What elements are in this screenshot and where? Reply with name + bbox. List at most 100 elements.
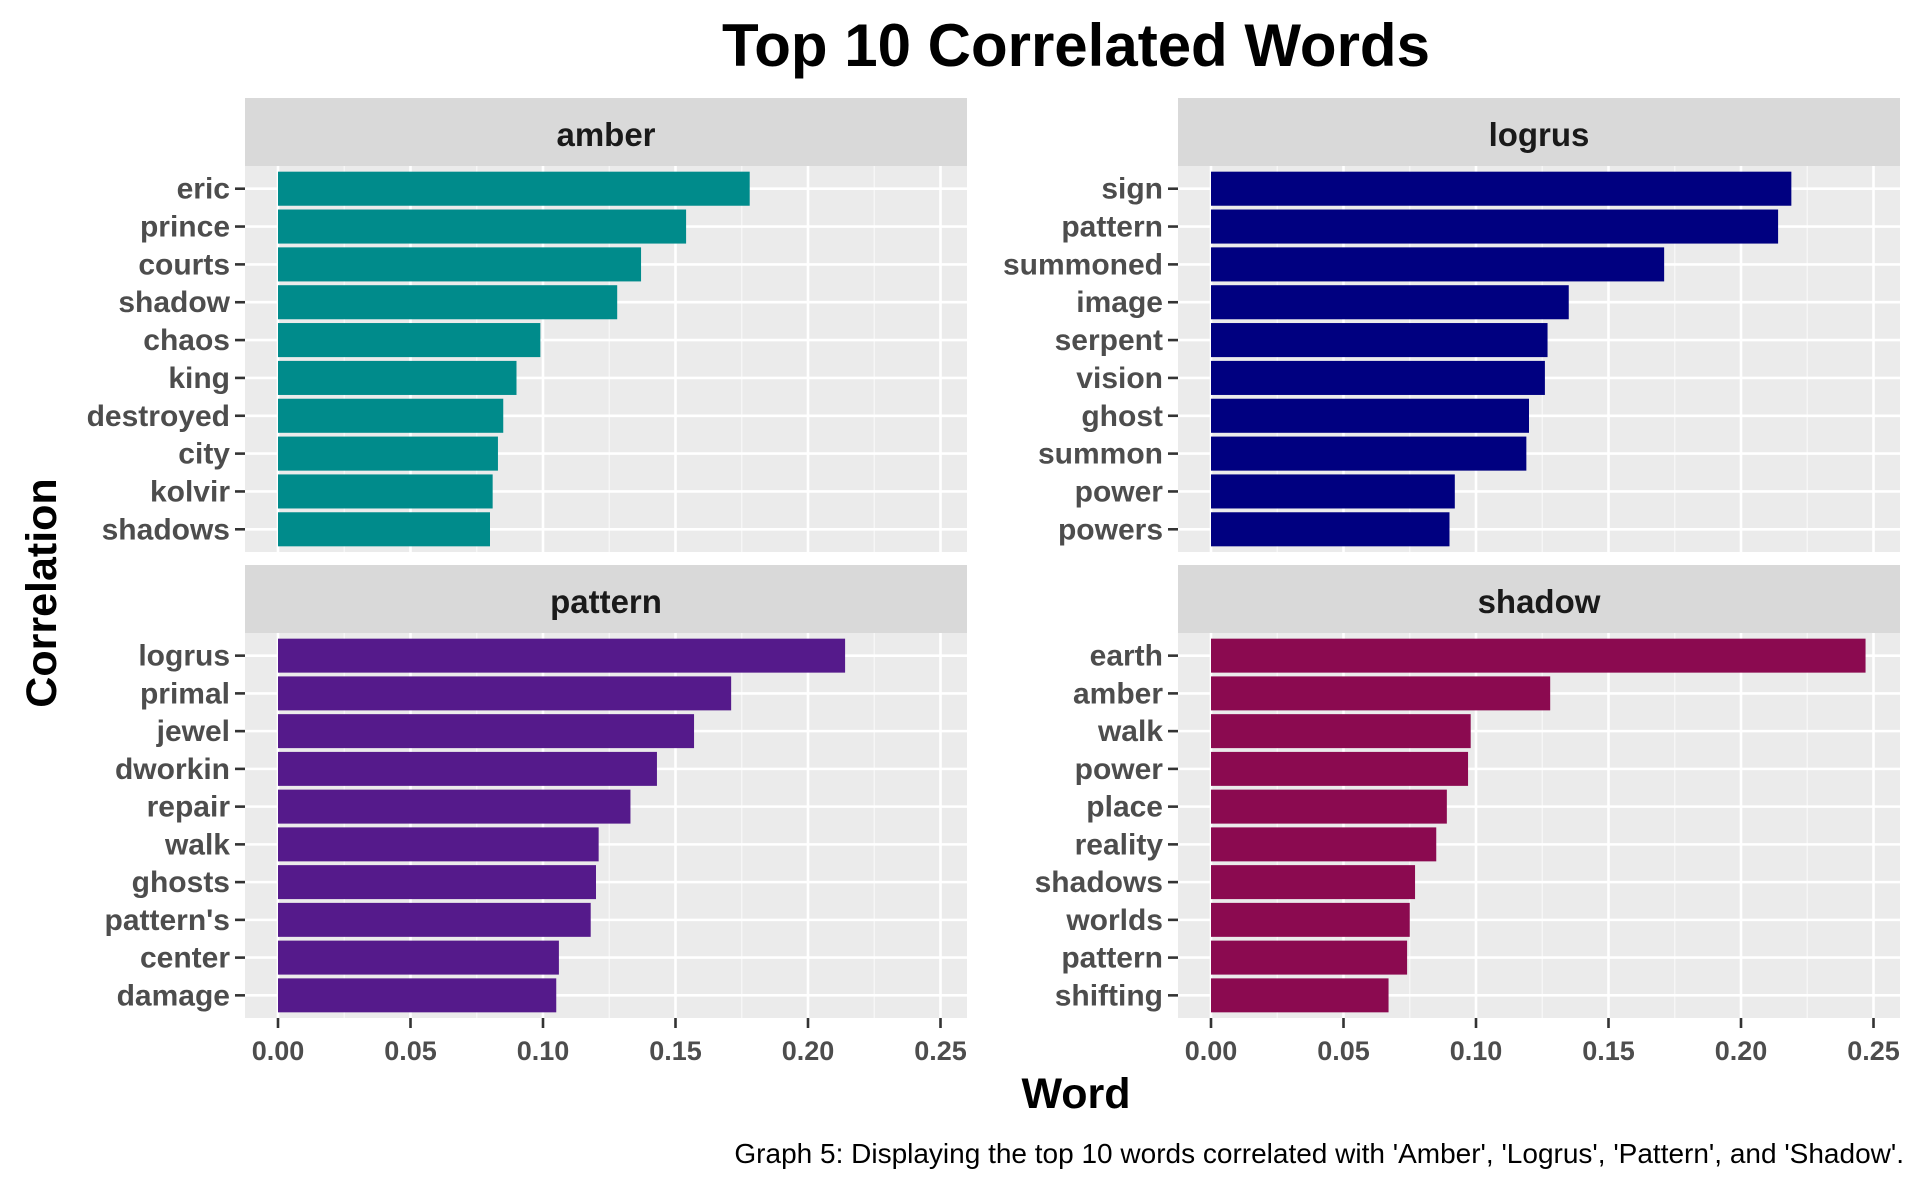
y-tick-label: prince bbox=[140, 211, 230, 244]
y-tick-label: power bbox=[1075, 753, 1164, 786]
facet-strip bbox=[1178, 565, 1900, 633]
y-tick-label: walk bbox=[1097, 715, 1163, 748]
y-tick-label: pattern's bbox=[105, 904, 231, 937]
y-tick-label: reality bbox=[1075, 828, 1164, 861]
x-tick-label: 0.00 bbox=[1185, 1036, 1238, 1066]
y-tick-label: power bbox=[1075, 475, 1164, 508]
facet-panel-logrus: logrus sign pattern summoned image serpent vis… bbox=[1003, 98, 1900, 552]
y-tick-label: place bbox=[1086, 791, 1163, 824]
bar-logrus-serpent bbox=[1211, 323, 1548, 358]
facet-strip bbox=[245, 565, 967, 633]
y-tick-label: amber bbox=[1073, 677, 1163, 710]
y-tick-label: summoned bbox=[1003, 248, 1163, 281]
facet-strip-label: shadow bbox=[1478, 583, 1601, 620]
x-tick-label: 0.05 bbox=[1317, 1036, 1370, 1066]
bar-pattern-ghosts bbox=[278, 865, 596, 900]
y-tick-label: earth bbox=[1090, 640, 1163, 673]
x-axis-title: Word bbox=[1021, 1070, 1130, 1118]
x-tick-label: 0.20 bbox=[1715, 1036, 1768, 1066]
y-tick-label: courts bbox=[138, 248, 230, 281]
bar-amber-shadow bbox=[278, 285, 618, 320]
facet-strip bbox=[245, 98, 967, 166]
bar-logrus-pattern bbox=[1211, 209, 1779, 244]
chart-title: Top 10 Correlated Words bbox=[722, 12, 1430, 79]
x-tick-label: 0.20 bbox=[782, 1036, 835, 1066]
y-axis-title: Correlation bbox=[18, 478, 66, 707]
y-tick-label: pattern bbox=[1061, 942, 1163, 975]
bar-pattern-repair bbox=[278, 789, 631, 824]
bar-logrus-summon bbox=[1211, 436, 1527, 471]
facet-panel-shadow: shadow earth amber walk power place reality sha… bbox=[1035, 565, 1900, 1066]
bar-pattern-center bbox=[278, 940, 559, 975]
bar-shadow-reality bbox=[1211, 827, 1437, 862]
bar-amber-shadows bbox=[278, 512, 490, 547]
bar-pattern-primal bbox=[278, 676, 732, 711]
y-tick-label: jewel bbox=[156, 715, 230, 748]
y-tick-label: destroyed bbox=[87, 400, 230, 433]
bar-amber-king bbox=[278, 360, 517, 395]
y-tick-label: chaos bbox=[143, 324, 230, 357]
bar-amber-eric bbox=[278, 171, 750, 206]
bar-pattern-logrus bbox=[278, 638, 846, 673]
y-tick-label: logrus bbox=[138, 640, 230, 673]
x-tick-label: 0.25 bbox=[914, 1036, 967, 1066]
x-tick-label: 0.05 bbox=[384, 1036, 437, 1066]
bar-logrus-sign bbox=[1211, 171, 1792, 206]
facet-strip-label: pattern bbox=[550, 583, 662, 620]
x-tick-label: 0.15 bbox=[649, 1036, 702, 1066]
x-tick-label: 0.00 bbox=[252, 1036, 305, 1066]
bar-logrus-power bbox=[1211, 474, 1455, 509]
x-tick-label: 0.10 bbox=[517, 1036, 570, 1066]
bar-pattern-jewel bbox=[278, 714, 695, 749]
bar-amber-courts bbox=[278, 247, 642, 282]
bar-shadow-shifting bbox=[1211, 978, 1389, 1013]
y-tick-label: shadows bbox=[102, 513, 230, 546]
y-tick-label: ghost bbox=[1081, 400, 1163, 433]
bar-logrus-summoned bbox=[1211, 247, 1665, 282]
bar-pattern-damage bbox=[278, 978, 557, 1013]
bar-shadow-amber bbox=[1211, 676, 1551, 711]
y-tick-label: eric bbox=[177, 173, 230, 206]
y-tick-label: city bbox=[178, 438, 230, 471]
bar-shadow-power bbox=[1211, 751, 1469, 786]
y-tick-label: king bbox=[168, 362, 230, 395]
y-tick-label: shadows bbox=[1035, 866, 1163, 899]
bar-logrus-vision bbox=[1211, 360, 1545, 395]
bar-pattern-pattern's bbox=[278, 902, 591, 937]
bar-shadow-pattern bbox=[1211, 940, 1408, 975]
y-tick-label: walk bbox=[164, 828, 230, 861]
bar-amber-destroyed bbox=[278, 398, 504, 433]
y-tick-label: shifting bbox=[1055, 979, 1163, 1012]
bar-pattern-dworkin bbox=[278, 751, 657, 786]
y-tick-label: damage bbox=[117, 979, 230, 1012]
bar-pattern-walk bbox=[278, 827, 599, 862]
y-tick-label: summon bbox=[1038, 438, 1163, 471]
facet-strip-label: logrus bbox=[1489, 116, 1590, 153]
y-tick-label: shadow bbox=[118, 286, 230, 319]
facet-strip-label: amber bbox=[556, 116, 655, 153]
facet-panels: amber eric prince courts shadow chaos king dest… bbox=[87, 98, 1900, 1066]
facet-panel-amber: amber eric prince courts shadow chaos king dest… bbox=[87, 98, 967, 552]
y-tick-label: image bbox=[1076, 286, 1163, 319]
bar-amber-kolvir bbox=[278, 474, 493, 509]
y-tick-label: primal bbox=[140, 677, 230, 710]
bar-logrus-ghost bbox=[1211, 398, 1529, 433]
facet-panel-pattern: pattern logrus primal jewel dworkin repair wal… bbox=[105, 565, 967, 1066]
y-tick-label: powers bbox=[1058, 513, 1163, 546]
facet-strip bbox=[1178, 98, 1900, 166]
y-tick-label: sign bbox=[1101, 173, 1163, 206]
y-tick-label: worlds bbox=[1065, 904, 1163, 937]
bar-shadow-shadows bbox=[1211, 865, 1416, 900]
y-tick-label: dworkin bbox=[115, 753, 230, 786]
y-tick-label: vision bbox=[1076, 362, 1163, 395]
bar-amber-prince bbox=[278, 209, 687, 244]
bar-logrus-image bbox=[1211, 285, 1569, 320]
bar-amber-chaos bbox=[278, 323, 541, 358]
chart-caption: Graph 5: Displaying the top 10 words cor… bbox=[734, 1138, 1904, 1169]
y-tick-label: serpent bbox=[1055, 324, 1163, 357]
bar-shadow-place bbox=[1211, 789, 1447, 824]
y-tick-label: repair bbox=[147, 791, 231, 824]
bar-amber-city bbox=[278, 436, 498, 471]
